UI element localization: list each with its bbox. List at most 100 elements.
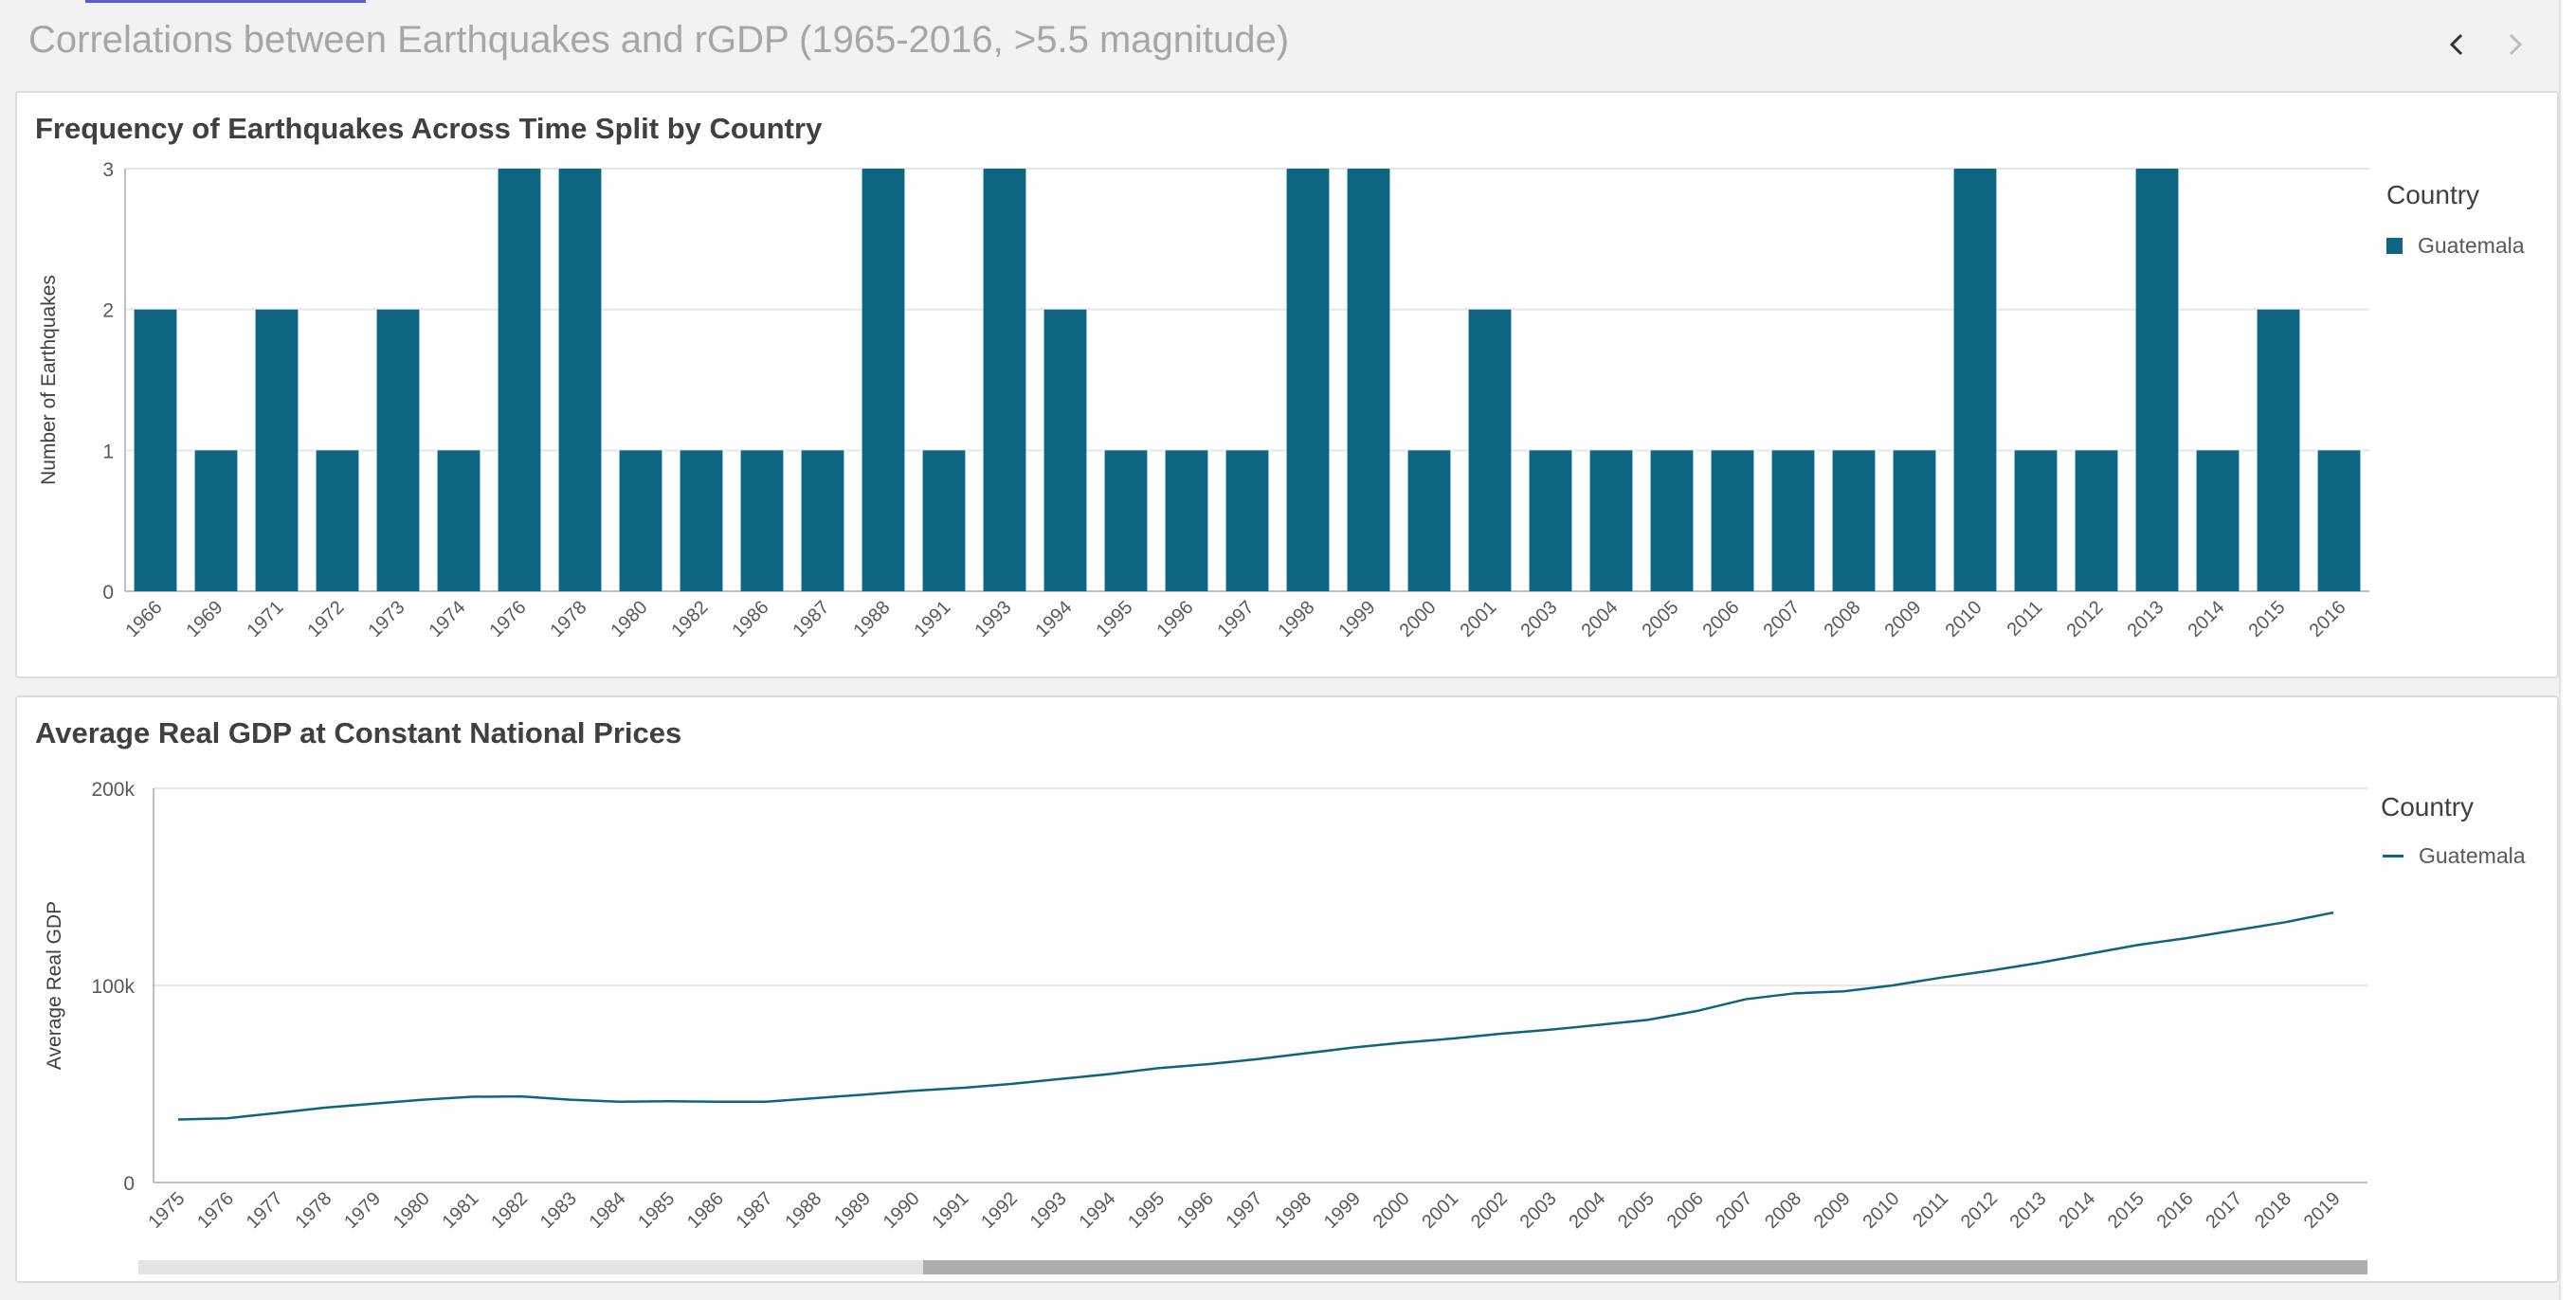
line-x-tick-label: 1976: [193, 1188, 238, 1233]
bar-1994: [1043, 309, 1087, 591]
line-x-tick-label: 1993: [1026, 1188, 1071, 1233]
bar-2000: [1407, 450, 1451, 591]
line-x-tick-label: 1986: [683, 1188, 728, 1233]
previous-sheet-button[interactable]: [2434, 21, 2481, 68]
sheet-title: Correlations between Earthquakes and rGD…: [28, 19, 1290, 61]
line-x-tick-label: 2015: [2104, 1188, 2149, 1233]
line-x-tick-label: 2002: [1467, 1188, 1512, 1233]
next-sheet-button[interactable]: [2491, 21, 2538, 68]
line-x-tick-label: 1981: [438, 1188, 482, 1233]
bar-x-tick-label: 1980: [608, 597, 652, 641]
bar-x-tick-label: 1978: [547, 597, 591, 641]
bar-x-tick-label: 2014: [2185, 597, 2229, 641]
line-x-tick-label: 2008: [1761, 1188, 1805, 1233]
bar-x-tick-label: 1997: [1214, 597, 1259, 641]
line-x-tick-label: 2009: [1810, 1188, 1855, 1233]
line-x-tick-label: 1998: [1271, 1188, 1315, 1233]
bar-1982: [680, 450, 723, 591]
bar-1993: [983, 169, 1026, 591]
line-x-tick-label: 1985: [634, 1188, 679, 1233]
earthquake-frequency-panel: Frequency of Earthquakes Across Time Spl…: [15, 91, 2559, 678]
gdp-series-line-guatemala: [177, 911, 2334, 1121]
line-y-tick-label: 0: [123, 1173, 135, 1195]
line-x-tick-label: 1977: [243, 1188, 287, 1233]
bar-1998: [1286, 169, 1330, 591]
bar-1997: [1225, 450, 1269, 591]
bar-x-tick-label: 1982: [668, 597, 713, 641]
line-x-tick-label: 1987: [733, 1188, 777, 1233]
bar-1978: [558, 169, 602, 591]
line-x-tick-label: 2003: [1516, 1188, 1561, 1233]
bar-x-tick-label: 1988: [850, 597, 895, 641]
bar-x-tick-label: 1969: [183, 597, 227, 641]
bar-x-tick-label: 2003: [1517, 597, 1562, 641]
bar-y-axis-label: Number of Earthquakes: [38, 275, 60, 485]
bar-1973: [376, 309, 420, 591]
bar-x-tick-label: 1993: [971, 597, 1016, 641]
bar-y-tick-label: 0: [102, 582, 114, 604]
line-x-tick-label: 2010: [1859, 1188, 1903, 1233]
line-y-tick-label: 100k: [91, 976, 135, 998]
bar-1971: [255, 309, 299, 591]
line-x-tick-label: 1997: [1223, 1188, 1267, 1233]
bar-x-tick-label: 1972: [304, 597, 349, 641]
line-x-tick-label: 2000: [1370, 1188, 1414, 1233]
bar-2009: [1893, 450, 1936, 591]
line-x-tick-label: 2019: [2300, 1188, 2345, 1233]
line-y-axis-label: Average Real GDP: [44, 901, 65, 1070]
bar-x-tick-label: 1974: [426, 597, 470, 641]
bar-2014: [2196, 450, 2240, 591]
bar-2010: [1953, 169, 1997, 591]
bar-x-tick-label: 2005: [1639, 597, 1683, 641]
right-edge: [2559, 0, 2576, 1300]
bar-y-tick-label: 2: [102, 300, 114, 322]
line-x-tick-label: 2014: [2055, 1188, 2099, 1233]
bar-x-tick-label: 2008: [1821, 597, 1865, 641]
bar-x-tick-label: 2016: [2306, 597, 2350, 641]
bar-x-tick-label: 1999: [1335, 597, 1380, 641]
line-x-tick-label: 1994: [1075, 1188, 1119, 1233]
bar-1980: [619, 450, 662, 591]
bar-y-tick-label: 1: [102, 441, 114, 462]
bar-x-tick-label: 1976: [486, 597, 531, 641]
bar-x-tick-label: 2004: [1578, 597, 1623, 641]
bar-x-tick-label: 1971: [244, 597, 288, 641]
line-y-tick-label: 200k: [91, 779, 135, 801]
bar-2007: [1771, 450, 1815, 591]
bar-1999: [1347, 169, 1390, 591]
bar-x-tick-label: 2009: [1881, 597, 1926, 641]
bar-x-tick-label: 2012: [2063, 597, 2108, 641]
bar-legend-item-guatemala[interactable]: Guatemala: [2386, 233, 2525, 259]
scrollbar-thumb[interactable]: [923, 1260, 2367, 1274]
bar-2001: [1468, 309, 1512, 591]
legend-swatch: [2386, 238, 2403, 254]
line-x-tick-label: 2018: [2251, 1188, 2295, 1233]
bar-x-tick-label: 2001: [1457, 597, 1501, 641]
chevron-left-icon: [2449, 33, 2463, 56]
bar-2016: [2317, 450, 2361, 591]
bar-x-tick-label: 2015: [2245, 597, 2290, 641]
line-legend-item-guatemala[interactable]: Guatemala: [2383, 843, 2526, 869]
bar-2004: [1589, 450, 1633, 591]
legend-swatch: [2383, 855, 2404, 858]
bar-2006: [1711, 450, 1754, 591]
bar-2013: [2135, 169, 2179, 591]
bar-x-tick-label: 1994: [1032, 597, 1077, 641]
line-x-tick-label: 2011: [1909, 1188, 1952, 1232]
line-chart-title: Average Real GDP at Constant National Pr…: [35, 716, 682, 749]
line-x-tick-label: 2012: [1957, 1188, 2002, 1233]
bar-1987: [801, 450, 844, 591]
bar-1972: [316, 450, 359, 591]
legend-label: Guatemala: [2418, 233, 2525, 258]
bar-x-tick-label: 2010: [1942, 597, 1986, 641]
line-x-tick-label: 1978: [291, 1188, 336, 1233]
bar-1974: [437, 450, 481, 591]
bar-x-tick-label: 1998: [1275, 597, 1319, 641]
line-x-tick-label: 1991: [928, 1188, 972, 1233]
line-x-tick-label: 1996: [1173, 1188, 1218, 1233]
line-x-tick-label: 2016: [2153, 1188, 2198, 1233]
line-x-tick-label: 1988: [781, 1188, 825, 1233]
bar-x-tick-label: 1986: [729, 597, 773, 641]
chart-scrollbar[interactable]: [138, 1260, 2367, 1274]
